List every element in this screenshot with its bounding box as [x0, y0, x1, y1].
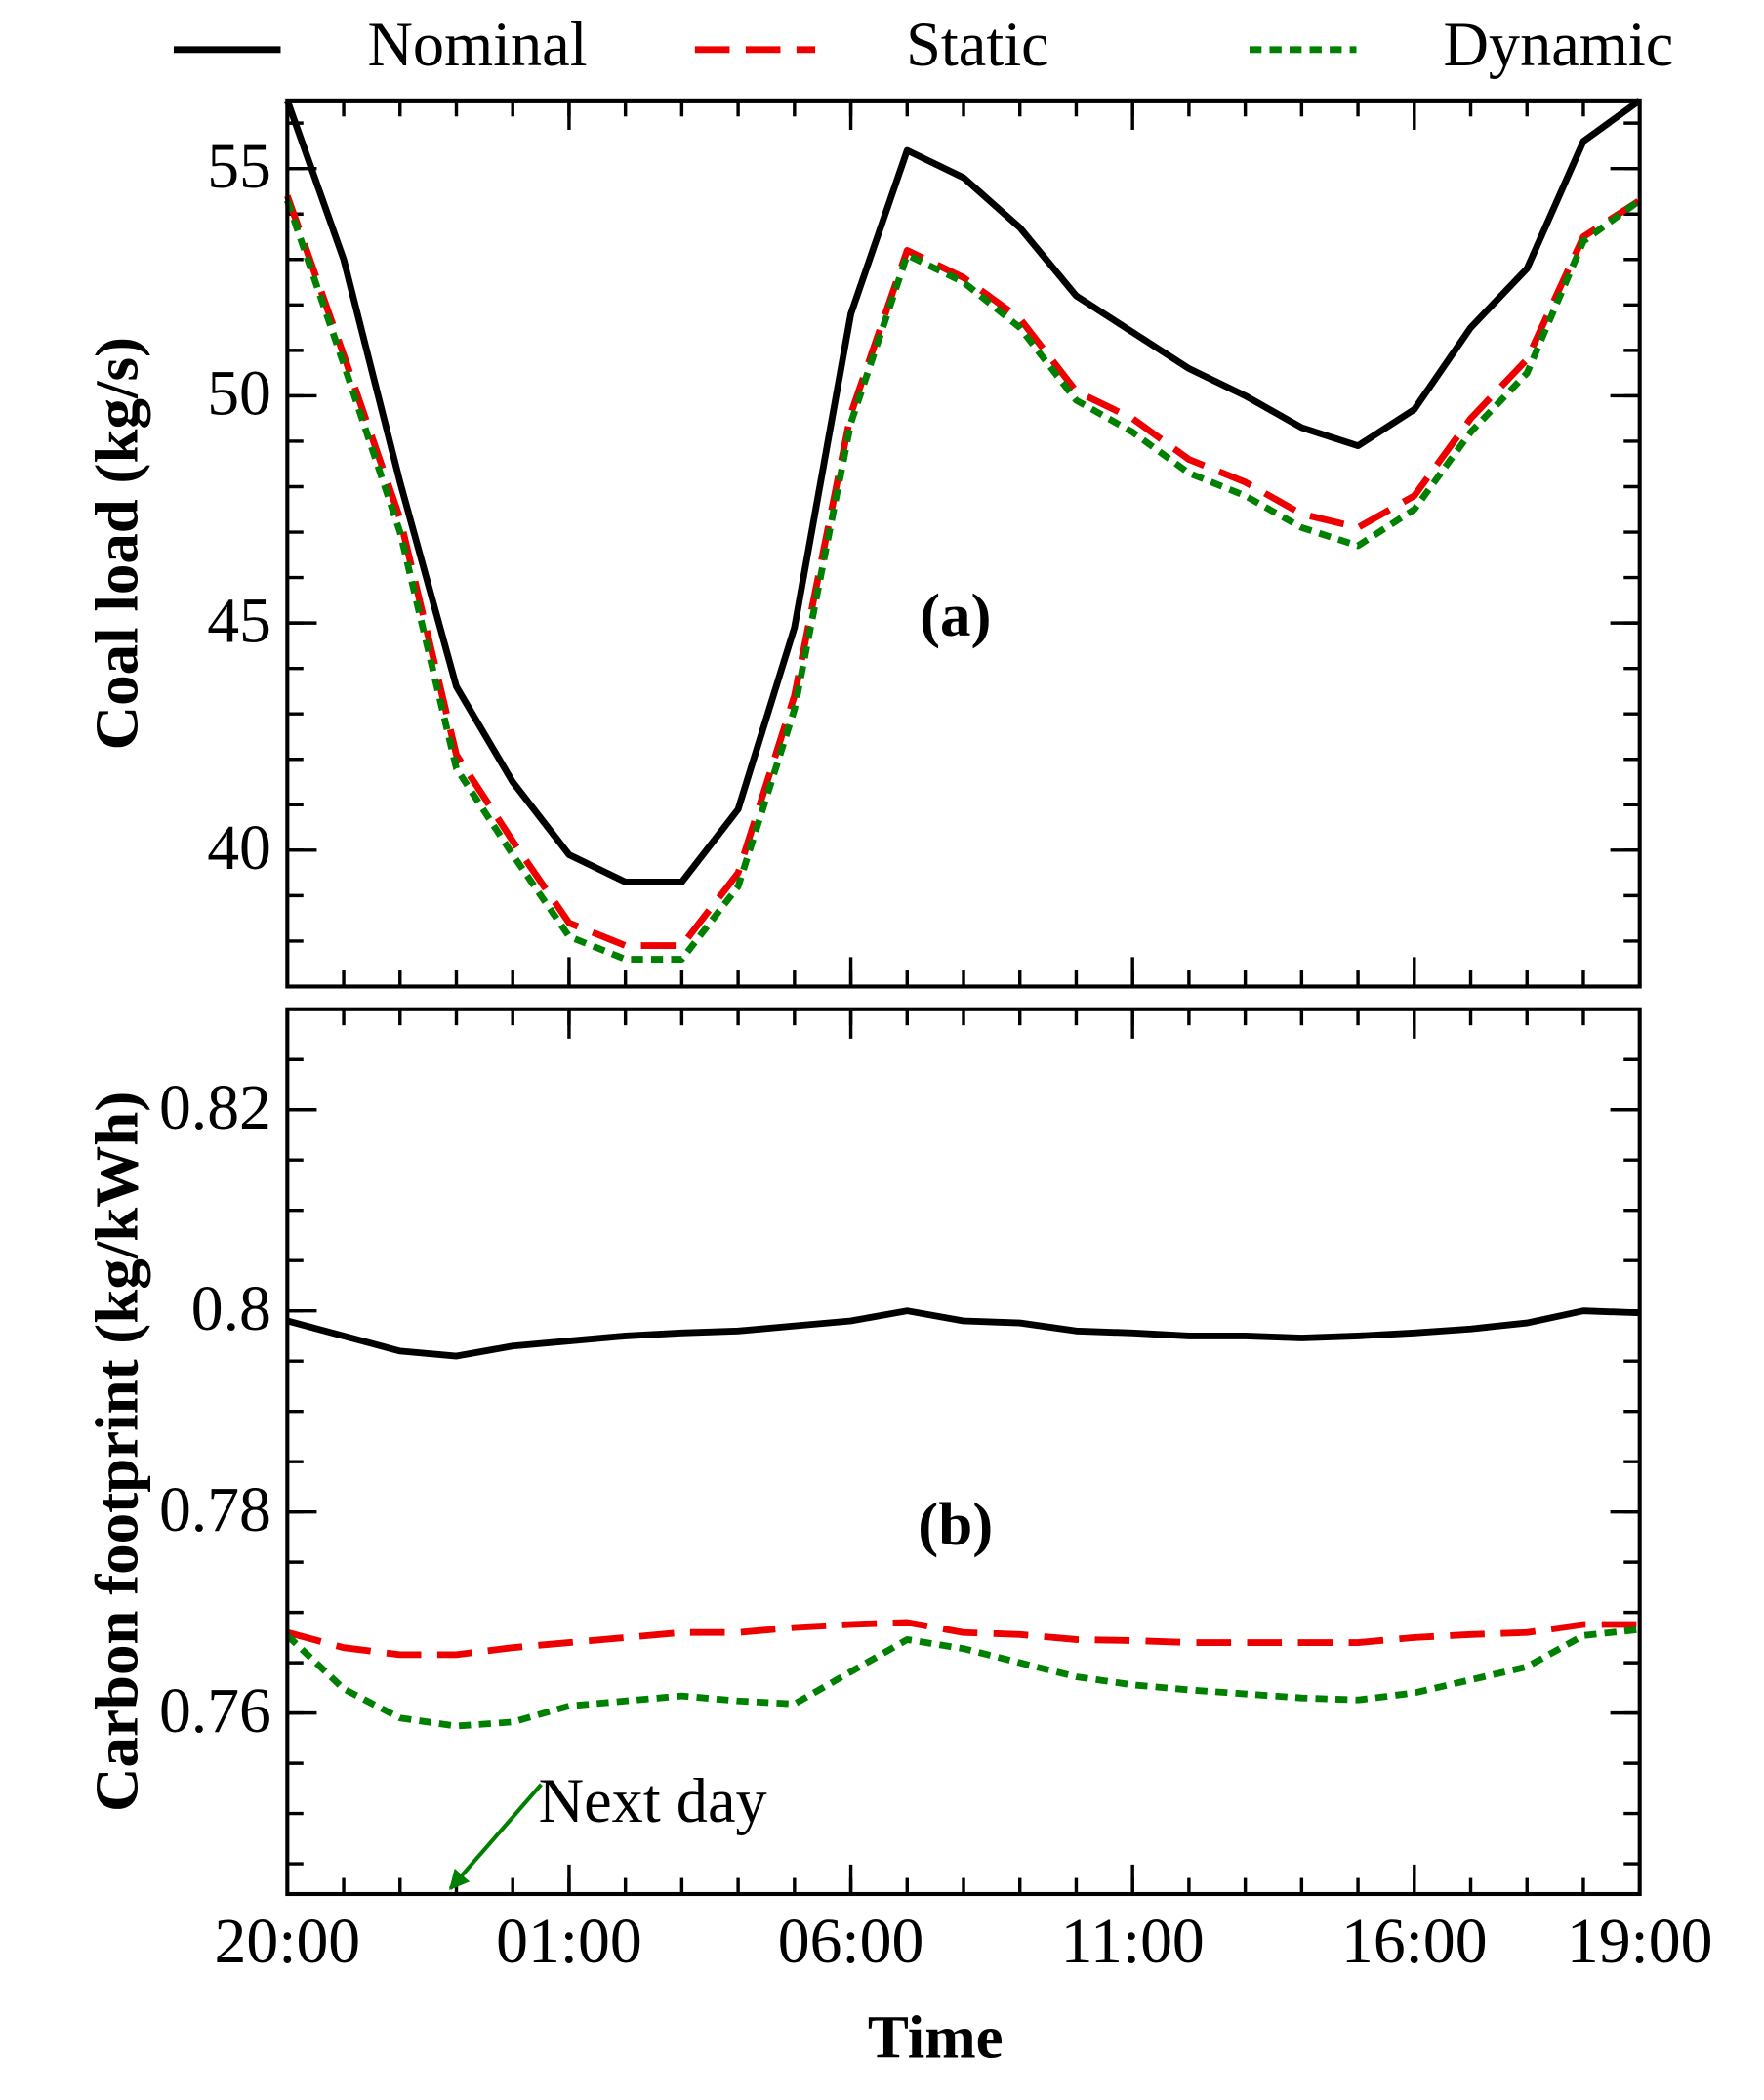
x-tick-label: 20:00: [215, 1906, 361, 1977]
series-line: [284, 1626, 1641, 1730]
y-tick-label: 50: [207, 358, 271, 430]
series-line: [286, 1307, 1640, 1360]
legend-label: Nominal: [367, 10, 587, 79]
y-tick-label: 55: [207, 131, 271, 202]
series-line: [286, 1619, 1640, 1659]
note: Next day: [539, 1766, 767, 1835]
y-tick-label: 40: [207, 812, 271, 884]
plot-frame: [285, 98, 1642, 989]
x-axis-label: Time: [868, 2003, 1004, 2072]
series-line: [284, 98, 1642, 885]
y-tick-label: 0.76: [159, 1675, 271, 1747]
x-tick-label: 19:00: [1567, 1906, 1713, 1977]
x-tick-label: 06:00: [778, 1906, 924, 1977]
x-tick-label: 16:00: [1341, 1906, 1488, 1977]
note-arrow: [448, 1783, 543, 1891]
y-tick-label: 45: [207, 585, 271, 656]
y-axis-label: Carbon footprint (kg/kWh): [82, 1091, 150, 1812]
x-tick-label: 01:00: [496, 1906, 642, 1977]
plot-frame: [285, 1007, 1642, 1897]
legend-label: Dynamic: [1443, 10, 1673, 79]
y-tick-label: 0.82: [159, 1072, 271, 1143]
panel-annotation: (a): [920, 581, 991, 649]
legend-label: Static: [906, 10, 1048, 79]
series-line: [284, 197, 1642, 963]
y-axis-label: Coal load (kg/s): [82, 337, 150, 750]
panel-annotation: (b): [918, 1490, 993, 1558]
series-line: [284, 194, 1642, 950]
y-tick-label: 0.8: [191, 1273, 271, 1344]
x-tick-label: 11:00: [1061, 1906, 1205, 1977]
y-tick-label: 0.78: [159, 1474, 271, 1545]
